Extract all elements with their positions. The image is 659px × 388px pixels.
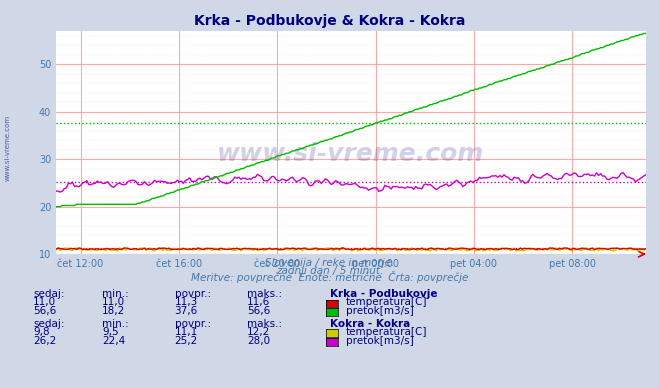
Text: 56,6: 56,6 xyxy=(247,306,270,316)
Text: 56,6: 56,6 xyxy=(33,306,56,316)
Text: 11,0: 11,0 xyxy=(102,297,125,307)
Text: maks.:: maks.: xyxy=(247,319,282,329)
Text: pretok[m3/s]: pretok[m3/s] xyxy=(346,306,414,316)
Text: sedaj:: sedaj: xyxy=(33,319,65,329)
Text: 9,8: 9,8 xyxy=(33,327,49,337)
Text: povpr.:: povpr.: xyxy=(175,289,211,299)
Text: zadnji dan / 5 minut.: zadnji dan / 5 minut. xyxy=(276,265,383,275)
Text: 11,0: 11,0 xyxy=(33,297,56,307)
Text: 18,2: 18,2 xyxy=(102,306,125,316)
Text: Slovenija / reke in morje.: Slovenija / reke in morje. xyxy=(265,258,394,268)
Text: min.:: min.: xyxy=(102,319,129,329)
Text: 11,1: 11,1 xyxy=(175,327,198,337)
Text: Krka - Podbukovje & Kokra - Kokra: Krka - Podbukovje & Kokra - Kokra xyxy=(194,14,465,28)
Text: 9,5: 9,5 xyxy=(102,327,119,337)
Text: Meritve: povprečne  Enote: metrične  Črta: povprečje: Meritve: povprečne Enote: metrične Črta:… xyxy=(191,271,468,283)
Text: www.si-vreme.com: www.si-vreme.com xyxy=(5,114,11,180)
Text: 11,3: 11,3 xyxy=(175,297,198,307)
Text: povpr.:: povpr.: xyxy=(175,319,211,329)
Text: pretok[m3/s]: pretok[m3/s] xyxy=(346,336,414,346)
Text: Kokra - Kokra: Kokra - Kokra xyxy=(330,319,410,329)
Text: 37,6: 37,6 xyxy=(175,306,198,316)
Text: 11,6: 11,6 xyxy=(247,297,270,307)
Text: temperatura[C]: temperatura[C] xyxy=(346,297,428,307)
Text: 26,2: 26,2 xyxy=(33,336,56,346)
Text: Krka - Podbukovje: Krka - Podbukovje xyxy=(330,289,437,299)
Text: 12,2: 12,2 xyxy=(247,327,270,337)
Text: 22,4: 22,4 xyxy=(102,336,125,346)
Text: maks.:: maks.: xyxy=(247,289,282,299)
Text: min.:: min.: xyxy=(102,289,129,299)
Text: temperatura[C]: temperatura[C] xyxy=(346,327,428,337)
Text: www.si-vreme.com: www.si-vreme.com xyxy=(217,142,484,166)
Text: 28,0: 28,0 xyxy=(247,336,270,346)
Text: sedaj:: sedaj: xyxy=(33,289,65,299)
Text: 25,2: 25,2 xyxy=(175,336,198,346)
